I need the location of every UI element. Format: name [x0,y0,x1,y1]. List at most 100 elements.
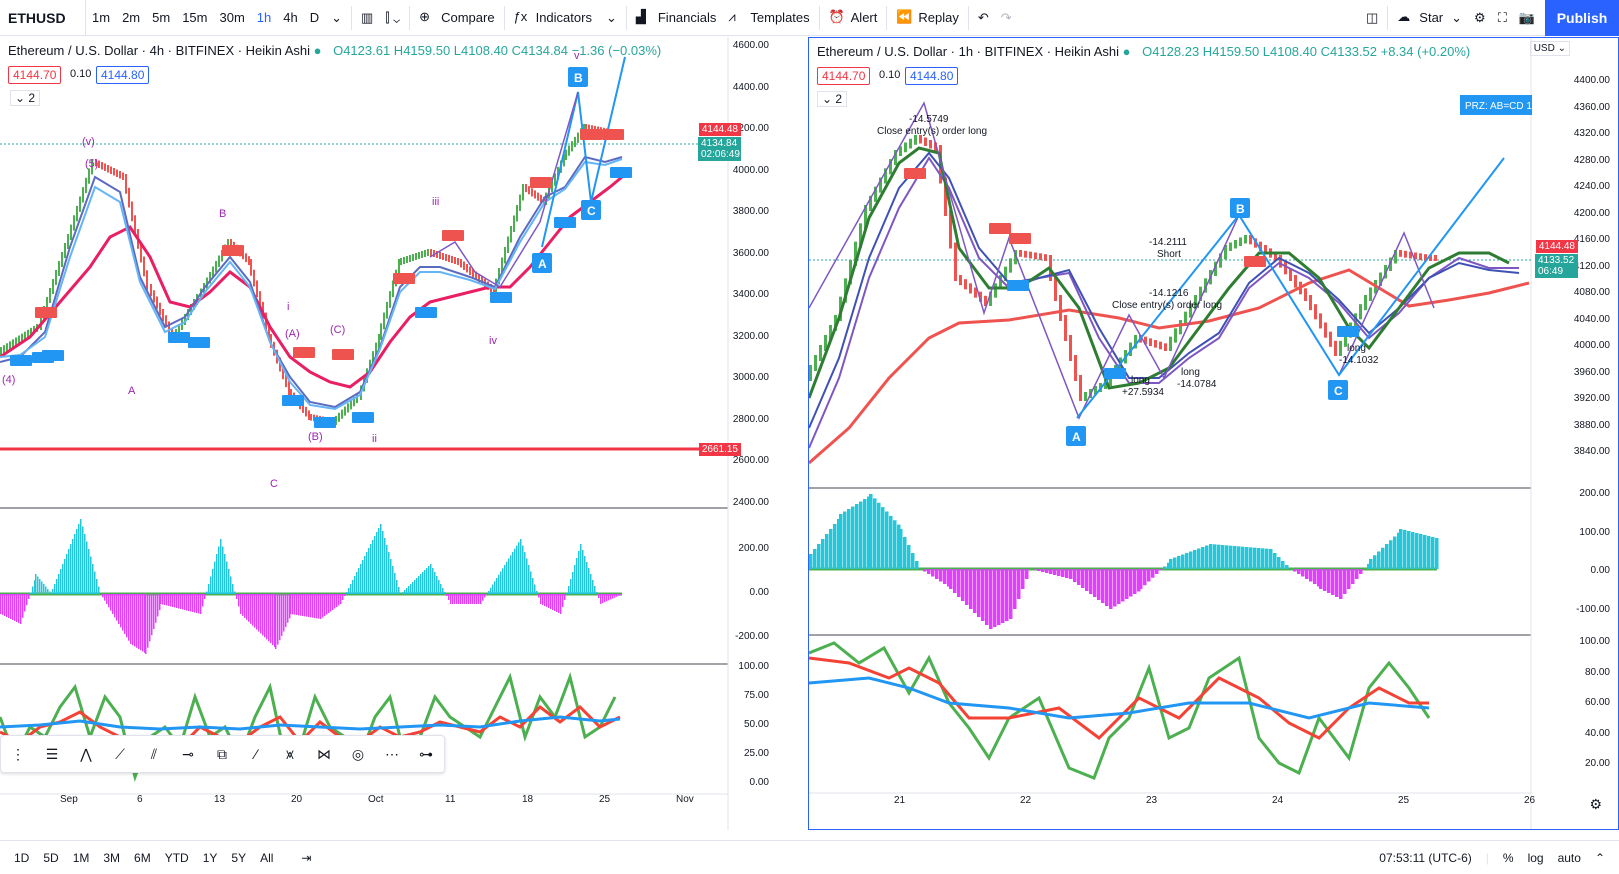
range-all[interactable]: All [253,851,280,865]
left-collapse-toggle[interactable]: ⌄ 2 [10,90,40,106]
financials-button[interactable]: ▟Financials [630,0,723,36]
left-legend[interactable]: Ethereum / U.S. Dollar · 4h · BITFINEX ·… [8,43,661,58]
position-icon[interactable]: ⋯ [375,746,409,763]
undo-icon[interactable]: ↶ [972,0,995,36]
xabcd-icon[interactable]: ⋈ [307,746,341,763]
interval-5m[interactable]: 5m [146,0,176,36]
range-3m[interactable]: 3M [96,851,127,865]
scroll-up-icon[interactable]: ⌃ [1588,851,1619,865]
interval-d[interactable]: D [304,0,325,36]
osc-bar [334,594,336,609]
separator [1387,6,1388,30]
osc-bar [817,544,821,569]
range-5y[interactable]: 5Y [224,851,253,865]
candle [1174,328,1177,342]
left-bid-box[interactable]: 4144.70 [8,66,61,84]
left-chart-canvas[interactable]: (v) (5) B i (A) (C) iii ii iv A (B) C (4… [0,37,785,830]
percent-toggle[interactable]: % [1496,851,1521,865]
osc-bar [454,594,456,604]
measure-icon[interactable]: ⊶ [409,746,443,763]
osc-bar [96,579,98,594]
sell-signal [293,347,315,358]
log-toggle[interactable]: log [1521,851,1551,865]
horizontal-line-icon[interactable]: ⊸ [171,746,205,763]
star-button[interactable]: ☁Star⌄ [1391,0,1468,36]
interval-1m[interactable]: 1m [86,0,116,36]
range-6m[interactable]: 6M [127,851,158,865]
right-collapse-toggle[interactable]: ⌄ 2 [817,91,847,107]
currency-selector[interactable]: USD ⌄ [1530,41,1570,56]
replay-button[interactable]: ⏪Replay [890,0,964,36]
chevron-down-icon[interactable]: ⌄ [325,0,348,36]
drag-handle-icon[interactable]: ⋮ [1,746,35,763]
price-axis-label: 50.00 [744,719,769,730]
spiral-icon[interactable]: ◎ [341,746,375,763]
osc-bar [829,529,833,569]
date-range-icon[interactable]: ⇥ [294,851,318,865]
osc-bar [358,568,360,594]
fullscreen-icon[interactable]: ⛶ [1492,0,1513,36]
candle [248,256,250,265]
left-chart-pane[interactable]: (v) (5) B i (A) (C) iii ii iv A (B) C (4… [0,37,785,830]
candles-style-icon[interactable]: ⫿ ⌄ [379,0,406,36]
right-ask-box[interactable]: 4144.80 [905,67,958,85]
osc-bar [833,524,837,569]
osc-bar [855,504,859,569]
osc-bar [1381,548,1385,569]
osc-bar [404,590,406,594]
right-chart-pane[interactable]: PRZ: AB=CD 14 A B C -14.5749 Close entry… [808,37,1619,830]
candle [457,258,459,265]
range-1y[interactable]: 1Y [196,851,225,865]
price-axis-label: 0.00 [750,777,769,788]
osc-bar [1173,558,1177,570]
range-5d[interactable]: 5D [36,851,65,865]
candle [442,253,444,260]
channel-icon[interactable]: ⫽ [137,746,171,763]
osc-bar [514,549,516,594]
right-chart-canvas[interactable]: PRZ: AB=CD 14 A B C -14.5749 Close entry… [809,38,1618,829]
publish-button[interactable]: Publish [1545,0,1619,36]
interval-1h[interactable]: 1h [251,0,277,36]
redo-icon[interactable]: ↷ [995,0,1018,36]
osc-bar [264,594,266,637]
settings-icon[interactable]: ⚙ [1589,796,1602,813]
symbol-search[interactable]: ETHUSD [0,0,86,36]
price-axis-label: 4400.00 [1574,75,1610,86]
right-legend[interactable]: Ethereum / U.S. Dollar · 1h · BITFINEX ·… [817,44,1470,59]
compare-button[interactable]: ⊕Compare [413,0,500,36]
ray-icon[interactable]: ∕ [239,746,273,762]
bars-style-icon[interactable]: ▥ [355,0,379,36]
interval-30m[interactable]: 30m [213,0,250,36]
gear-icon[interactable]: ⚙ [1468,0,1492,36]
interval-4h[interactable]: 4h [277,0,303,36]
trendline-icon[interactable]: ⟋ [103,746,137,763]
pattern-icon[interactable]: ⋀ [69,746,103,763]
left-ask-box[interactable]: 4144.80 [96,66,149,84]
candle [571,141,573,151]
layout-icon[interactable]: ◫ [1360,0,1384,36]
clock[interactable]: 07:53:11 (UTC-6) [1372,851,1478,865]
alert-button[interactable]: ⏰Alert [823,0,884,36]
range-1m[interactable]: 1M [66,851,97,865]
rsi-blue [809,678,1429,718]
elliott-wave-icon[interactable]: ⩙ [273,746,307,763]
auto-toggle[interactable]: auto [1551,851,1588,865]
interval-2m[interactable]: 2m [116,0,146,36]
range-ytd[interactable]: YTD [158,851,196,865]
osc-bar [1089,569,1093,594]
osc-bar [396,580,398,594]
osc-bar [268,594,270,641]
interval-15m[interactable]: 15m [176,0,213,36]
fib-icon[interactable]: ⧉ [205,746,239,763]
candle [1404,251,1407,258]
price-axis-label: 4040.00 [1574,314,1610,325]
right-bid-box[interactable]: 4144.70 [817,67,870,85]
osc-bar [66,554,68,594]
range-1d[interactable]: 1D [0,851,36,865]
osc-bar [2,594,4,615]
lines-icon[interactable]: ☰ [35,746,69,763]
camera-icon[interactable]: 📷 [1513,0,1541,36]
templates-button[interactable]: ⩘Templates [722,0,815,36]
